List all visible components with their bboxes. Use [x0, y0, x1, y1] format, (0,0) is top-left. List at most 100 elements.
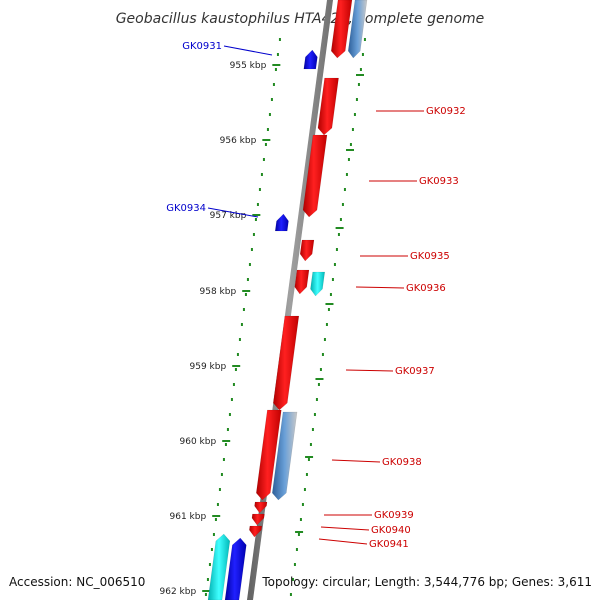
gene-layer: [207, 0, 368, 600]
outer-tick-mark: [346, 149, 354, 151]
track-dot: [331, 278, 334, 281]
track-dot: [345, 173, 348, 176]
gene-forward: [317, 77, 339, 136]
gene-forward: [256, 409, 282, 501]
track-dot: [343, 188, 346, 191]
track-dot: [208, 563, 211, 566]
gene-label: GK0932: [426, 106, 466, 117]
accession-text: Accession: NC_006510: [9, 575, 145, 589]
track-dot: [297, 533, 300, 536]
track-dot: [291, 578, 294, 581]
track-dot: [256, 203, 259, 206]
track-dot: [268, 113, 271, 116]
track-dot: [262, 158, 265, 161]
gene-label-layer: GK0931 GK0932 GK0933 GK0934 GK0935 GK0936 GK09…: [166, 41, 466, 550]
gene-label: GK0933: [419, 176, 459, 187]
track-dot: [274, 68, 277, 71]
track-dot: [339, 218, 342, 221]
kbp-tick-mark: [212, 515, 221, 517]
kbp-tick-label: 956 kbp: [220, 136, 257, 146]
gene-forward: [302, 134, 328, 218]
track-dot: [218, 488, 221, 491]
track-dot: [276, 53, 279, 56]
track-dot: [319, 368, 322, 371]
gene-forward: [251, 513, 265, 526]
track-dot: [361, 53, 364, 56]
track-dot: [228, 413, 231, 416]
track-dot: [220, 473, 223, 476]
kbp-tick-mark: [232, 365, 241, 367]
track-dot: [333, 263, 336, 266]
track-dot: [250, 248, 253, 251]
outer-tick-mark: [335, 227, 344, 229]
kbp-tick-label: 958 kbp: [200, 287, 237, 297]
gene-reverse: [303, 49, 318, 70]
gene-label: GK0941: [369, 539, 409, 550]
gene-label-leader: [320, 526, 370, 531]
track-dot: [317, 383, 320, 386]
track-dot: [278, 38, 281, 41]
gene-label-leader: [331, 459, 381, 463]
track-dot: [264, 143, 267, 146]
kbp-tick-mark: [242, 290, 251, 292]
track-dot: [357, 83, 360, 86]
track-dot: [246, 278, 249, 281]
kbp-tick-mark: [262, 139, 271, 141]
track-dot: [329, 293, 332, 296]
track-dot: [230, 398, 233, 401]
kbp-tick-label: 962 kbp: [160, 587, 197, 597]
gene-forward: [273, 315, 300, 411]
outer-tick-mark: [295, 531, 304, 533]
gene-label-leader: [318, 538, 368, 545]
track-dot: [238, 338, 241, 341]
track-dot: [248, 263, 251, 266]
track-dot: [236, 353, 239, 356]
gene-label-leader: [345, 369, 394, 372]
outer-tick-mark: [325, 303, 334, 305]
gene-forward: [294, 269, 310, 295]
track-dot: [311, 428, 314, 431]
track-dot: [293, 563, 296, 566]
track-dot: [295, 548, 298, 551]
track-dot: [313, 413, 316, 416]
kbp-tick-label: 957 kbp: [210, 211, 247, 221]
track-dot: [341, 203, 344, 206]
track-dot: [349, 143, 352, 146]
gene-label: GK0936: [406, 283, 446, 294]
topology-text: Topology: circular; Length: 3,544,776 bp…: [261, 575, 592, 589]
gene-forward: [254, 501, 268, 514]
track-dot: [240, 323, 243, 326]
track-dot: [270, 98, 273, 101]
track-dot: [244, 293, 247, 296]
track-dot: [305, 473, 308, 476]
gene-forward: [330, 0, 353, 59]
track-dot: [301, 503, 304, 506]
kbp-tick-mark: [222, 440, 231, 442]
track-dot: [359, 68, 362, 71]
outer-tick-mark: [356, 74, 364, 76]
track-dot: [260, 173, 263, 176]
kbp-tick-label: 960 kbp: [180, 437, 217, 447]
gene-label: GK0937: [395, 366, 435, 377]
track-dot: [327, 308, 330, 311]
kbp-tick-label: 955 kbp: [230, 61, 267, 71]
gene-rna: [207, 533, 231, 600]
track-dot: [212, 533, 215, 536]
track-dot: [309, 443, 312, 446]
gene-pseudo: [347, 0, 368, 59]
track-dot: [289, 593, 292, 596]
track-dot: [214, 518, 217, 521]
outer-tick-mark: [315, 378, 324, 380]
track-dot: [335, 248, 338, 251]
track-dot: [347, 158, 350, 161]
gene-label: GK0939: [374, 510, 414, 521]
track-dot: [307, 458, 310, 461]
track-dot: [234, 368, 237, 371]
track-dot: [351, 128, 354, 131]
gene-label: GK0940: [371, 525, 411, 536]
track-dot: [258, 188, 261, 191]
track-dot: [206, 578, 209, 581]
gene-label-leader: [207, 207, 259, 218]
track-dot: [224, 443, 227, 446]
